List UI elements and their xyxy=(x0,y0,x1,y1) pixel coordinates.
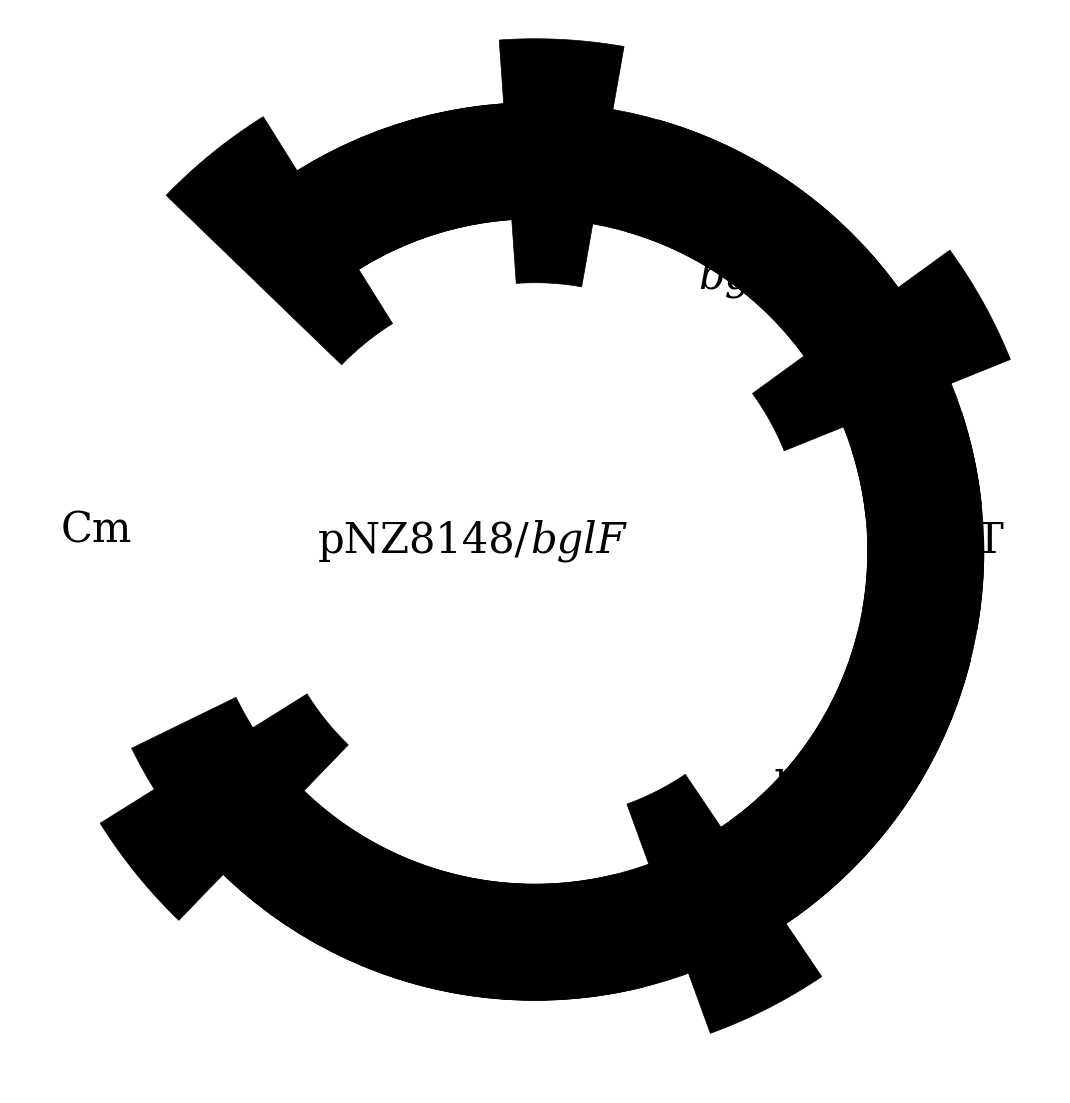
Polygon shape xyxy=(862,536,983,630)
Text: repC: repC xyxy=(774,758,877,800)
Polygon shape xyxy=(627,120,1010,451)
Text: repA: repA xyxy=(400,900,501,942)
Text: Cm: Cm xyxy=(61,510,133,552)
Polygon shape xyxy=(132,103,983,1000)
Text: pNZ8148/: pNZ8148/ xyxy=(318,520,530,561)
Text: PnisA: PnisA xyxy=(311,176,431,218)
Polygon shape xyxy=(217,39,624,317)
Polygon shape xyxy=(852,413,981,516)
Text: bglF: bglF xyxy=(530,520,625,563)
Polygon shape xyxy=(627,632,970,1034)
Text: T: T xyxy=(975,520,1003,561)
Polygon shape xyxy=(101,694,643,1000)
Text: bglF: bglF xyxy=(699,256,794,298)
